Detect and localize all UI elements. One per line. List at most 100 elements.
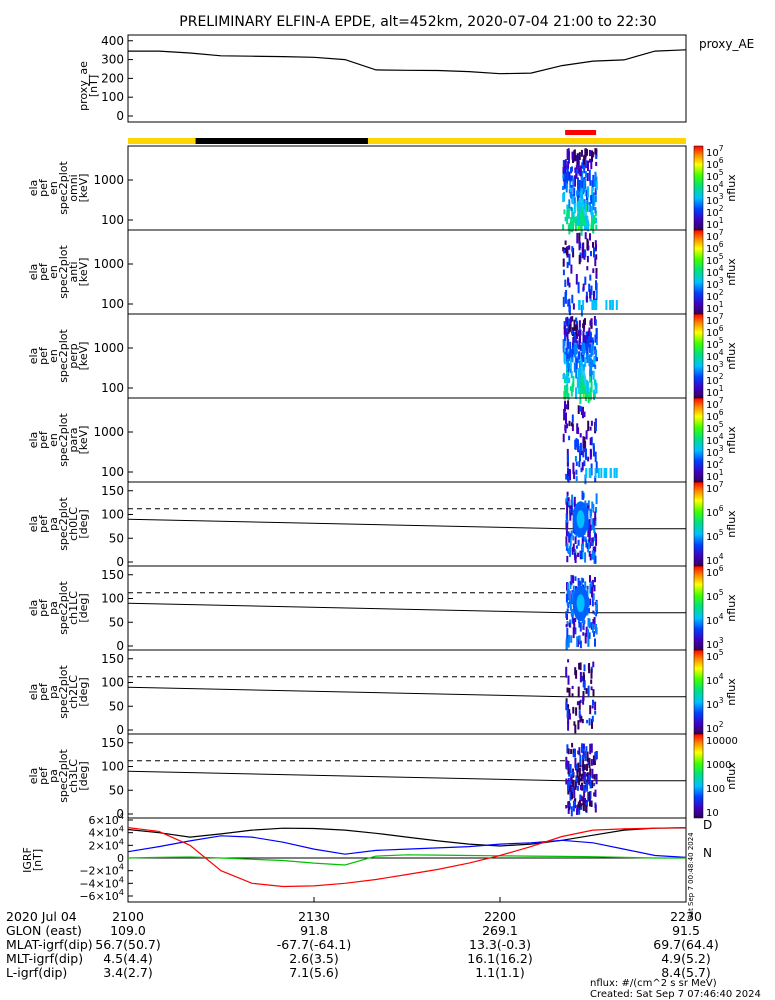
pitch-panel-ch2LC-pixel [576, 701, 579, 706]
pitch-panel-ch0LC-pixel [587, 548, 590, 553]
energy-panel-anti-ylabel-line: anti [67, 261, 80, 282]
energy-panel-perp-pixel [576, 376, 579, 389]
side-stamp: Sat Sep 7 00:48:40 2024 [687, 832, 695, 920]
energy-panel-omni-pixel [562, 160, 565, 170]
pitch-panel-ch3LC-pixel [589, 781, 592, 789]
energy-panel-omni-pixel [570, 167, 572, 174]
pitch-panel-ch3LC-pixel [585, 746, 588, 752]
energy-panel-omni-pixel [592, 221, 595, 234]
energy-panel-para-cbar-tick: 105 [706, 420, 724, 435]
pitch-panel-ch2LC-pixel [592, 661, 595, 668]
pitch-panel-ch3LC-pixel [570, 778, 573, 782]
energy-panel-perp-pixel [577, 368, 580, 380]
pitch-panel-ch2LC-pixel [588, 663, 591, 674]
pitch-panel-ch3LC-pixel [588, 791, 591, 800]
pitch-panel-ch3LC-pixel [575, 775, 578, 786]
energy-panel-omni-pixel [571, 196, 574, 205]
energy-panel-perp-pixel [576, 321, 578, 326]
energy-panel-perp-pixel [576, 333, 578, 340]
pitch-panel-ch3LC-pixel [581, 743, 583, 753]
pitch-panel-ch1LC-loss-cone-line [127, 602, 566, 614]
energy-panel-omni-pixel [562, 174, 565, 179]
igrf-ytick: 0 [117, 852, 124, 865]
pitch-panel-ch0LC-pixel [591, 537, 594, 543]
pitch-panel-ch0LC-colorbar [693, 481, 704, 567]
energy-panel-para-pixel [571, 414, 574, 423]
energy-panel-perp-cbar-tick: 105 [706, 336, 724, 351]
pitch-panel-ch0LC-pixel [595, 493, 598, 505]
pitch-panel-ch3LC-pixel [586, 781, 589, 792]
pitch-panel-ch2LC-pixel [579, 699, 582, 704]
energy-panel-perp-pixel [568, 352, 571, 358]
pitch-panel-ch2LC-pixel [581, 676, 583, 682]
orbit-row-value: 4.9(5.2) [661, 951, 711, 966]
energy-panel-anti-pixel [592, 268, 595, 273]
pitch-panel-ch0LC-ylabel-line: [deg] [77, 509, 90, 538]
energy-panel-perp-pixel [569, 341, 572, 354]
pitch-panel-ch0LC-pixel [594, 555, 597, 564]
energy-panel-para-core-pixel [613, 468, 616, 478]
pitch-panel-ch2LC-pixel [580, 716, 583, 722]
energy-panel-omni-frame [127, 145, 687, 231]
energy-panel-anti-pixel [581, 243, 584, 250]
pitch-panel-ch1LC-pixel [592, 593, 595, 601]
energy-panel-perp-pixel [579, 393, 582, 405]
pitch-panel-ch1LC-pixel [593, 617, 596, 625]
pitch-panel-ch3LC-cbar-tick: 10000 [706, 736, 738, 747]
pitch-panel-ch3LC-pixel [575, 763, 578, 769]
energy-panel-para-core-pixel [588, 468, 591, 478]
pitch-panel-ch3LC-pixel [579, 799, 581, 810]
energy-panel-perp-pixel [563, 326, 566, 335]
pitch-panel-ch3LC-pixel [593, 774, 596, 780]
energy-panel-para-pixel [581, 462, 584, 471]
pitch-panel-ch3LC-pixel [572, 753, 575, 757]
pitch-panel-ch2LC-pixel [592, 689, 595, 697]
pitch-panel-ch2LC-pixel [573, 721, 576, 726]
energy-panel-perp-pixel [567, 378, 570, 384]
energy-panel-perp-pixel [594, 365, 597, 370]
energy-panel-omni-pixel [589, 149, 591, 157]
energy-panel-para-pixel [579, 450, 581, 462]
energy-panel-omni-pixel [569, 175, 572, 182]
energy-panel-omni-pixel [562, 193, 565, 203]
pitch-panel-ch1LC-ylabel-line: [deg] [77, 593, 90, 622]
energy-panel-perp-pixel [570, 349, 573, 360]
energy-panel-omni-pixel [567, 148, 570, 161]
energy-panel-anti-pixel [568, 298, 571, 307]
pitch-panel-ch3LC-pixel [579, 754, 582, 766]
energy-panel-omni-pixel [572, 178, 575, 188]
energy-panel-perp-pixel [566, 331, 569, 341]
energy-panel-anti-pixel [576, 232, 579, 244]
energy-panel-para-pixel [568, 435, 571, 441]
energy-panel-omni-cbar-tick: 101 [706, 216, 724, 231]
pitch-panel-ch1LC-frame [127, 565, 687, 651]
pitch-panel-ch0LC-pixel [594, 546, 597, 552]
pitch-panel-ch3LC-pixel [582, 744, 585, 749]
energy-panel-perp-pixel [565, 347, 568, 355]
energy-panel-omni-pixel [586, 189, 588, 200]
pitch-panel-ch2LC-pixel [591, 705, 594, 709]
pitch-panel-ch2LC-cbar-tick: 103 [706, 696, 724, 711]
igrf-ytick: 6×104 [89, 811, 124, 827]
energy-panel-anti-pixel [566, 261, 569, 269]
energy-panel-omni-colorbar [693, 145, 704, 231]
pitch-panel-ch2LC-ytick: 100 [101, 676, 124, 690]
energy-panel-perp-pixel [583, 343, 586, 355]
pitch-panel-ch0LC-pixel [574, 552, 577, 561]
pitch-panel-ch3LC-pixel [583, 784, 586, 791]
energy-panel-perp-ylabel-line: pef [37, 346, 50, 365]
pitch-panel-ch1LC-pixel [593, 631, 595, 637]
energy-panel-para-core-pixel [609, 468, 612, 478]
pitch-panel-ch3LC-pixel [576, 804, 579, 815]
energy-panel-omni-cbar-tick: 104 [706, 180, 724, 195]
energy-panel-omni-pixel [591, 187, 594, 195]
energy-panel-omni-pixel [579, 165, 582, 177]
energy-panel-perp-pixel [569, 359, 572, 369]
pitch-panel-ch3LC-ylabel-line: ch3LC [67, 759, 80, 793]
energy-panel-anti-pixel [570, 264, 573, 274]
pitch-panel-ch3LC-pixel [595, 773, 598, 785]
energy-panel-omni-pixel [576, 153, 579, 165]
energy-panel-perp-pixel [589, 331, 592, 341]
igrf-ytick: 4×104 [89, 824, 124, 840]
energy-panel-perp-ylabel-line: perp [67, 343, 80, 368]
